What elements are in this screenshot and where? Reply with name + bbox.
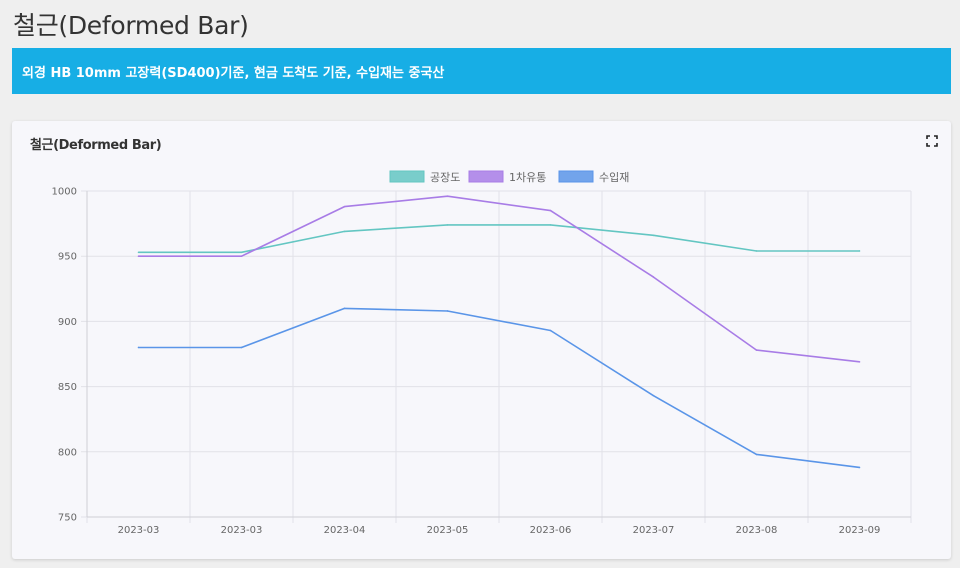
legend-label: 공장도 (430, 171, 460, 184)
chart-card: 철근(Deformed Bar) 750 800 850 900 950 1000 2023… (12, 121, 951, 559)
series-line (138, 307, 860, 469)
y-tick-label: 800 (58, 447, 77, 458)
data-point (137, 255, 140, 257)
series-line (138, 195, 860, 363)
data-point (343, 307, 346, 310)
line-chart: 750 800 850 900 950 1000 2023-03 2023-03 2023-04… (52, 170, 912, 536)
y-tick-label: 900 (58, 317, 77, 328)
x-tick-label: 2023-05 (427, 525, 469, 536)
data-point (549, 224, 552, 226)
data-point (858, 361, 861, 363)
y-tick-label: 950 (58, 252, 77, 263)
data-point (858, 466, 861, 469)
legend-swatch (389, 170, 425, 183)
data-point (240, 251, 243, 254)
data-point (446, 310, 449, 312)
x-tick-label: 2023-04 (324, 525, 366, 536)
x-tick-label: 2023-06 (530, 525, 572, 536)
legend-label: 수입재 (599, 171, 629, 184)
x-tick-label: 2023-03 (118, 525, 160, 536)
card-title: 철근(Deformed Bar) (30, 138, 162, 153)
data-point (549, 209, 552, 212)
data-point (343, 205, 346, 208)
y-tick-label: 850 (58, 382, 77, 393)
data-point (549, 329, 552, 332)
banner-text: 외경 HB 10mm 고장력(SD400)기준, 현금 도착도 기준, 수입재는… (22, 65, 445, 81)
page-title: 철근(Deformed Bar) (13, 11, 249, 40)
data-point (755, 349, 758, 351)
data-point (137, 251, 140, 254)
data-point (652, 276, 655, 278)
data-point (137, 346, 140, 349)
x-tick-label: 2023-07 (633, 525, 675, 536)
legend-swatch (468, 170, 504, 183)
y-tick-label: 1000 (52, 187, 77, 198)
x-tick-label: 2023-09 (839, 525, 881, 536)
x-tick-label: 2023-08 (736, 525, 778, 536)
x-tick-label: 2023-03 (221, 525, 263, 536)
legend-label: 1차유통 (509, 171, 546, 184)
y-tick-label: 750 (58, 513, 77, 524)
data-point (446, 195, 449, 198)
data-point (755, 250, 758, 252)
data-point (755, 453, 758, 456)
data-point (240, 255, 243, 257)
legend-swatch (558, 170, 594, 183)
data-point (652, 394, 655, 397)
info-banner: 외경 HB 10mm 고장력(SD400)기준, 현금 도착도 기준, 수입재는… (12, 48, 951, 94)
data-point (858, 250, 861, 252)
data-point (240, 346, 243, 349)
data-point (652, 234, 655, 237)
data-point (446, 224, 449, 226)
fullscreen-icon[interactable] (926, 135, 938, 147)
data-point (343, 230, 346, 233)
